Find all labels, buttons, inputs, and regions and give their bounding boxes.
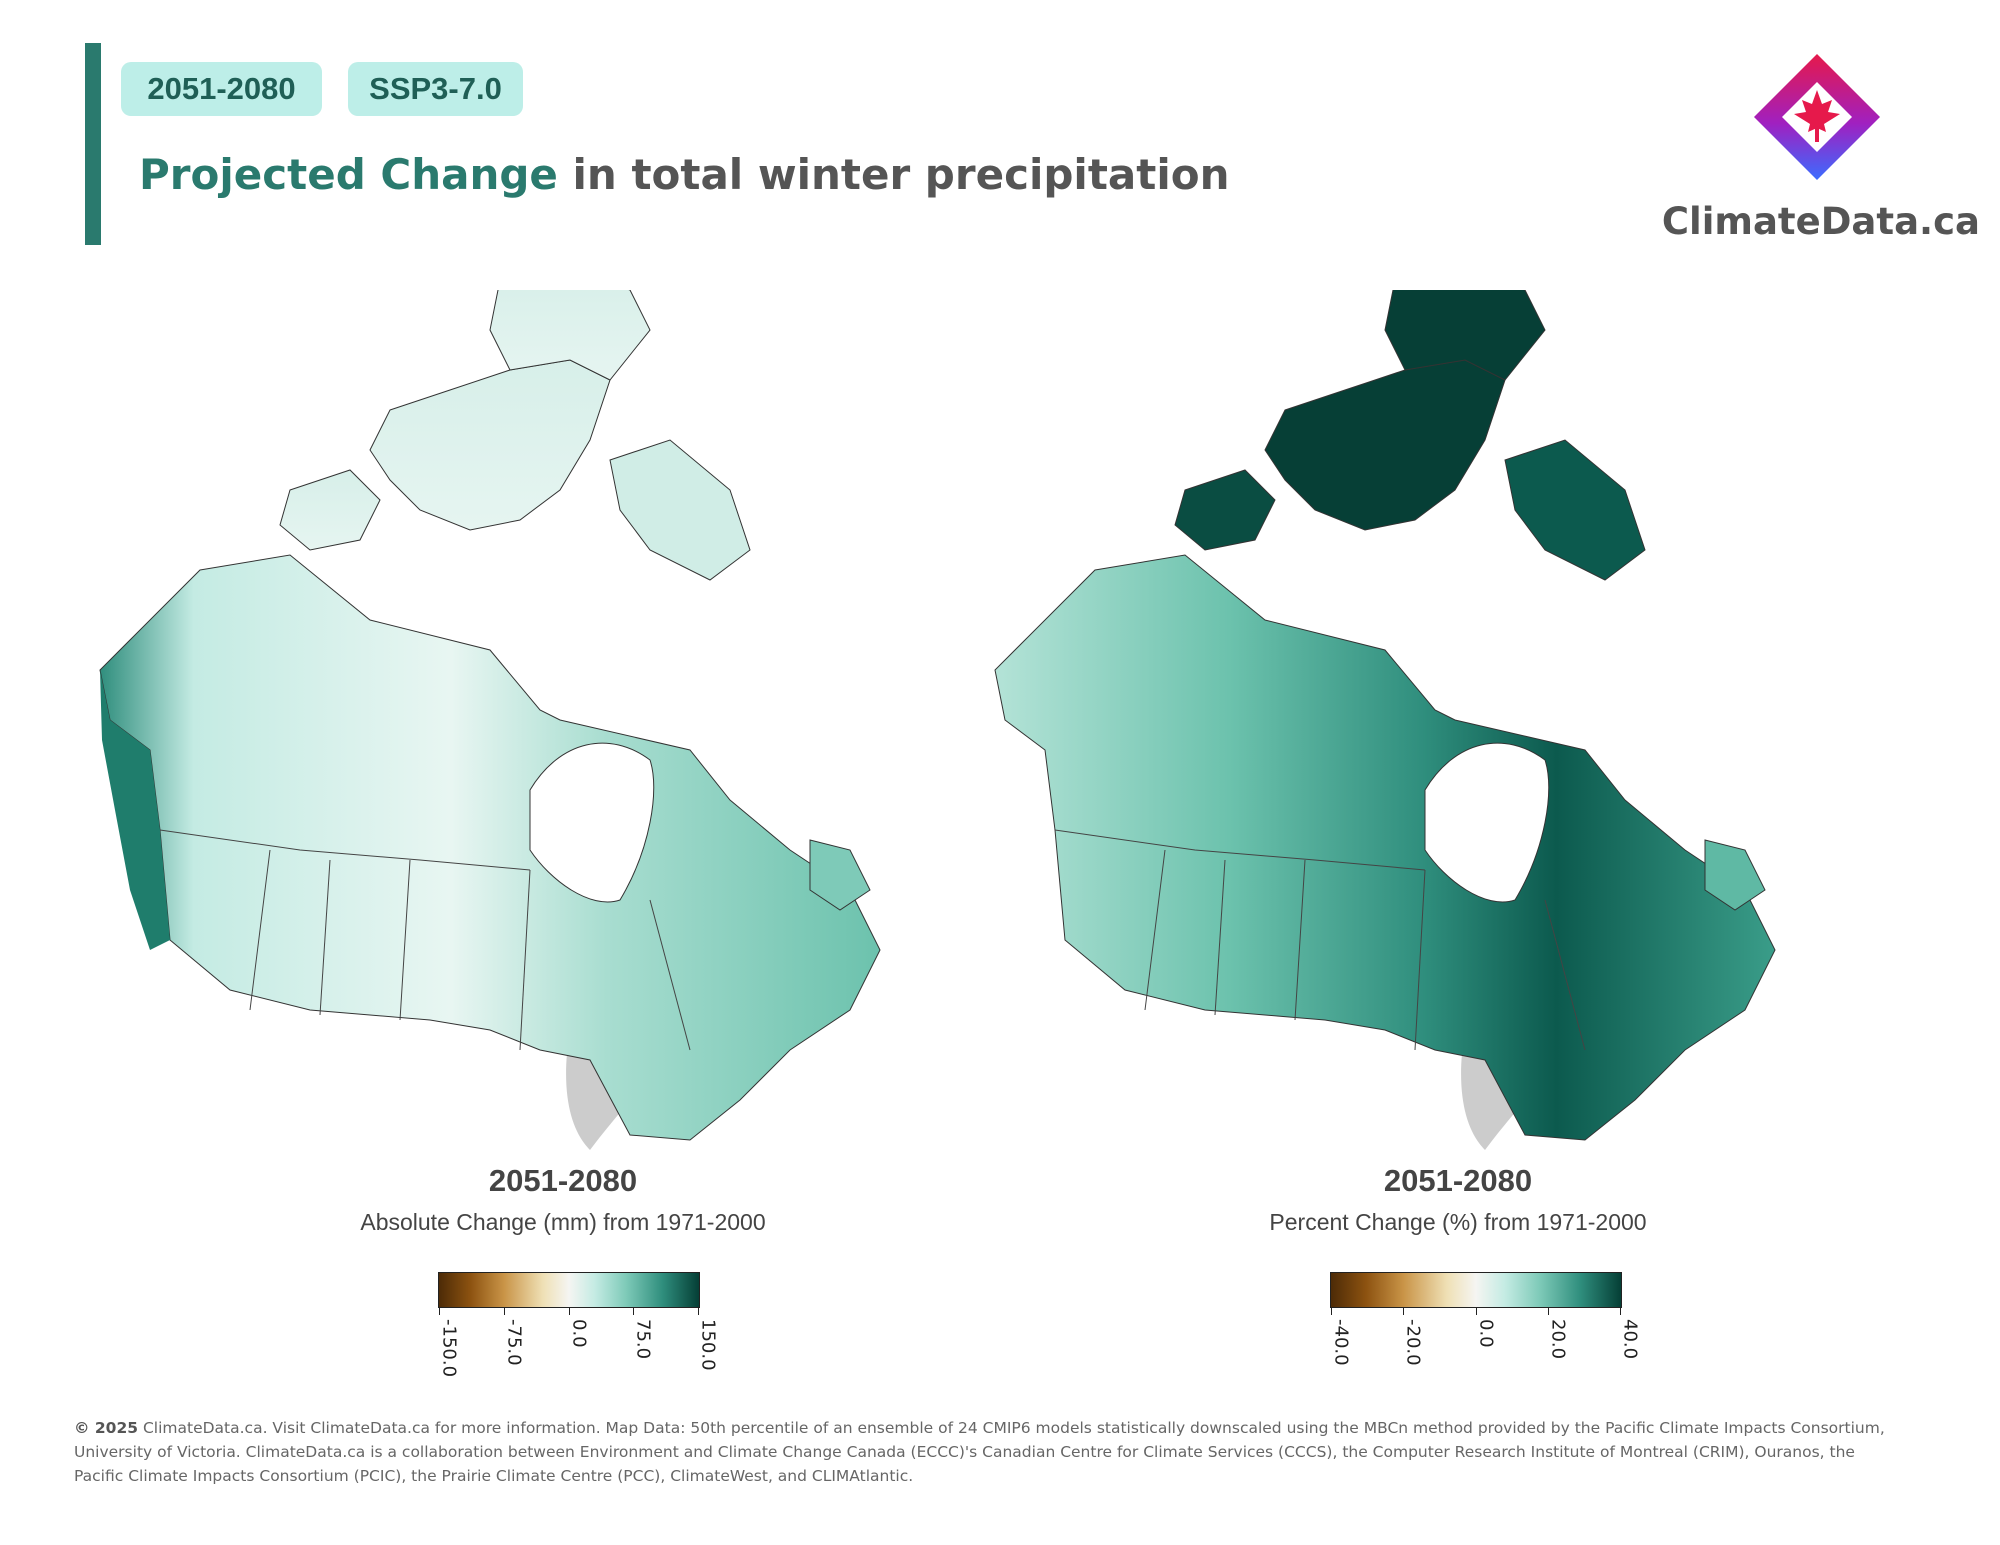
brand-name: ClimateData.ca: [1661, 200, 1980, 243]
map-absolute-change: [90, 269, 1010, 1160]
scenario-tag: SSP3-7.0: [348, 62, 523, 116]
colorbar-tick-label: 0.0: [568, 1319, 590, 1348]
footer-text: ClimateData.ca. Visit ClimateData.ca for…: [74, 1419, 1885, 1485]
title-rest: in total winter precipitation: [557, 150, 1230, 199]
colorbar-gradient: [439, 1273, 699, 1307]
colorbar-tick: [1476, 1307, 1477, 1315]
canada-map-absolute: [99, 269, 881, 1150]
page-title: Projected Change in total winter precipi…: [139, 150, 1229, 199]
caption-subtitle: Percent Change (%) from 1971-2000: [1269, 1209, 1647, 1235]
colorbar-tick: [439, 1307, 440, 1315]
colorbar-tick-label: 40.0: [1619, 1319, 1641, 1360]
colorbar-tick-label: 0.0: [1475, 1319, 1497, 1348]
colorbar-tick: [504, 1307, 505, 1315]
caption-period: 2051-2080: [1383, 1163, 1533, 1198]
colorbar-tick-label: -150.0: [438, 1319, 460, 1378]
colorbar-gradient: [1331, 1273, 1621, 1307]
colorbar-tick-label: -40.0: [1330, 1319, 1352, 1366]
colorbar-tick: [569, 1307, 570, 1315]
caption-subtitle: Absolute Change (mm) from 1971-2000: [360, 1209, 766, 1235]
colorbar-tick: [1548, 1307, 1549, 1315]
maple-leaf-diamond-logo: [1754, 54, 1880, 180]
colorbar-tick: [633, 1307, 634, 1315]
colorbar-tick-label: -75.0: [503, 1319, 525, 1366]
period-tag: 2051-2080: [121, 62, 322, 116]
footer-credits: © 2025 ClimateData.ca. Visit ClimateData…: [74, 1416, 1894, 1488]
canada-map-percent: [994, 269, 1776, 1150]
title-accent: Projected Change: [139, 150, 558, 199]
map-percent-change: [985, 269, 1905, 1160]
colorbar-tick: [698, 1307, 699, 1315]
colorbar-tick: [1620, 1307, 1621, 1315]
caption-percent: 2051-2080 Percent Change (%) from 1971-2…: [1108, 1163, 1808, 1236]
caption-absolute: 2051-2080 Absolute Change (mm) from 1971…: [213, 1163, 913, 1236]
colorbar-tick-label: 20.0: [1547, 1319, 1569, 1360]
colorbar-absolute: -150.0 -75.0 0.0 75.0 150.0: [438, 1272, 719, 1377]
colorbar-tick: [1331, 1307, 1332, 1315]
header-accent-bar: [85, 43, 101, 245]
colorbar-tick-label: -20.0: [1402, 1319, 1424, 1366]
caption-period: 2051-2080: [488, 1163, 638, 1198]
footer-copyright: © 2025: [74, 1419, 139, 1437]
colorbar-tick: [1403, 1307, 1404, 1315]
colorbar-tick-label: 150.0: [697, 1319, 719, 1371]
colorbar-percent: -40.0 -20.0 0.0 20.0 40.0: [1330, 1272, 1641, 1366]
colorbar-tick-label: 75.0: [632, 1319, 654, 1360]
